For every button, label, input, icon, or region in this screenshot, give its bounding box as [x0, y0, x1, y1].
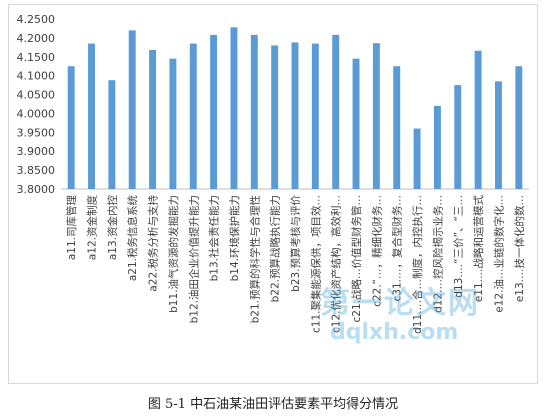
bar	[250, 34, 258, 190]
x-tick-label: d11.…合…制度，内控执行…	[411, 195, 424, 334]
y-tick-label: 4.2000	[17, 32, 56, 45]
y-tick-label: 3.8500	[17, 164, 56, 177]
bar	[149, 49, 157, 190]
bar	[108, 80, 116, 189]
bar	[230, 27, 238, 190]
x-tick-label: b14.环境保护能力	[228, 195, 241, 281]
figure-caption: 图 5-1 中石油某油田评估要素平均得分情况	[147, 397, 399, 412]
x-tick-label: a13.资金内控	[106, 195, 119, 261]
y-tick-label: 4.0500	[17, 89, 56, 102]
x-tick-label: e11.…战略和运营模式	[472, 195, 485, 303]
x-tick-label: b13.社会责任能力	[208, 195, 221, 281]
bar	[372, 43, 380, 190]
x-tick-label: c12.优化资产结构，高效利…	[330, 195, 343, 333]
x-tick-label: c31.…，复合型财务…	[391, 195, 404, 301]
bar	[433, 105, 441, 189]
bar	[169, 58, 177, 189]
bar	[67, 66, 75, 189]
bar	[291, 42, 299, 189]
x-tick-label: a11.司库管理	[65, 195, 78, 261]
y-tick-label: 3.8000	[17, 183, 56, 196]
x-tick-label: a22.税务分析与支持	[147, 195, 160, 292]
bar-chart: 3.8000 3.8500 3.9000 3.9500 4.0000 4.0500 4.10…	[17, 13, 529, 334]
bar	[413, 128, 421, 189]
bar	[474, 50, 482, 190]
x-tick-label: a12.资金制度	[86, 195, 99, 261]
x-tick-label: c22.“…，精细化财务…	[370, 195, 383, 307]
y-tick-label: 3.9500	[17, 126, 56, 139]
bar	[311, 43, 319, 190]
bar	[210, 34, 218, 190]
y-tick-label: 4.2500	[17, 13, 56, 26]
x-tick-label: b22.预算战略执行能力	[269, 195, 282, 302]
x-tick-label: b23.预算考核与评价	[289, 195, 302, 292]
x-tick-label: e12.油…业链的数字化…	[492, 195, 505, 313]
x-tick-label: d13.…“三价”、“三…	[453, 195, 465, 298]
x-tick-label: a21.税务信息系统	[126, 195, 139, 282]
bar	[332, 34, 340, 190]
bar	[515, 66, 523, 189]
chart-frame: 3.8000 3.8500 3.9000 3.9500 4.0000 4.0500 4.10…	[8, 4, 538, 384]
y-tick-label: 4.0000	[17, 107, 56, 120]
x-tick-label: b21.预算的科学性与合理性	[248, 195, 261, 323]
bar	[454, 85, 462, 189]
y-tick-label: 3.9000	[17, 145, 56, 158]
bar	[88, 43, 95, 190]
bar	[271, 45, 279, 189]
x-tick-label: d12.…控风险揭示业务…	[431, 195, 444, 313]
x-tick-label: c21.战略…价值型财务管…	[350, 195, 363, 322]
x-tick-label: b12.油田企业价值提升能力	[187, 195, 200, 323]
bar	[189, 43, 197, 190]
bar	[495, 81, 502, 189]
x-tick-label: e13.…技一体化的数…	[513, 195, 526, 302]
x-tick-label: b11.油气资源的发掘能力	[167, 195, 180, 313]
bar	[128, 30, 136, 189]
x-tick-label: c11.聚集能源保供，项目效…	[309, 195, 322, 333]
bar	[352, 58, 360, 189]
bar	[393, 66, 401, 189]
y-tick-label: 4.1000	[17, 70, 56, 83]
y-tick-label: 4.1500	[17, 51, 56, 64]
